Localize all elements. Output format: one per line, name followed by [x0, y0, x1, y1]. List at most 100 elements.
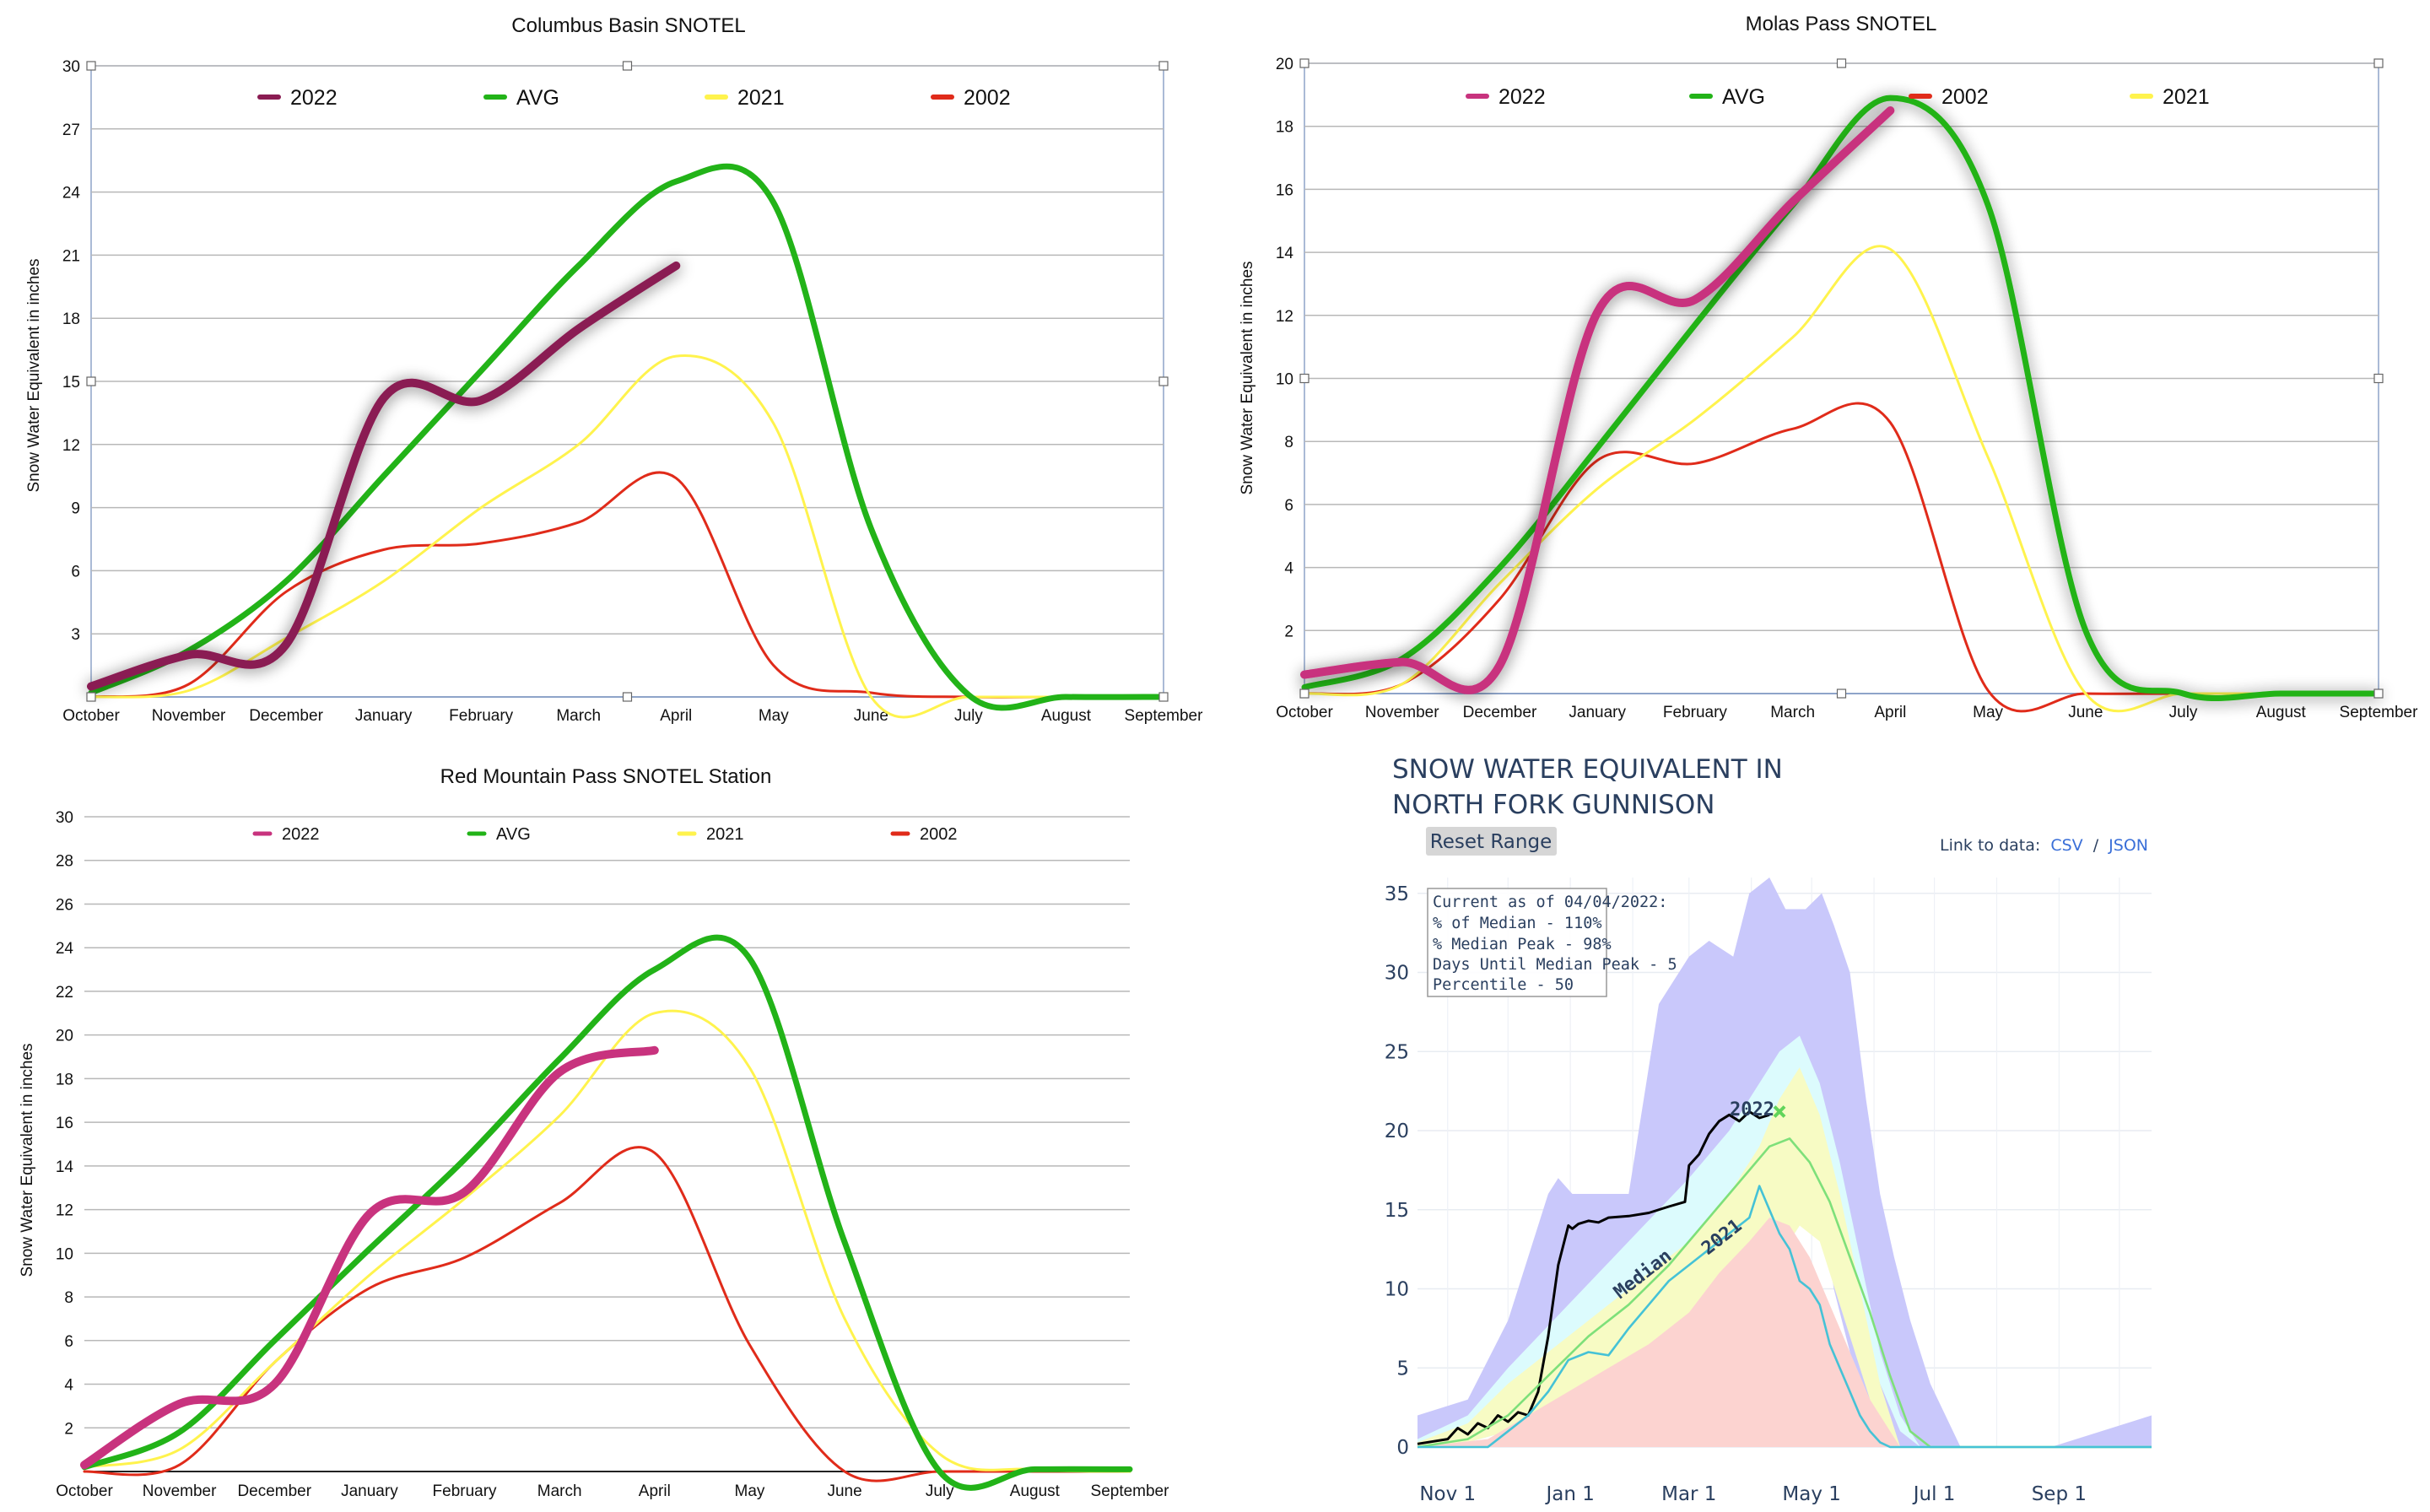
- resize-handle[interactable]: [2373, 688, 2384, 699]
- x-tick-label: September: [1091, 1482, 1170, 1500]
- y-tick-label: 30: [56, 809, 73, 827]
- y-axis-label: Snow Water Equivalent in inches: [19, 1043, 36, 1277]
- median-peak-marker: [1773, 1105, 1786, 1118]
- legend-label: 2022: [282, 825, 320, 844]
- resize-handle[interactable]: [1299, 373, 1310, 384]
- resize-handle[interactable]: [1158, 692, 1169, 702]
- link-separator: /: [2093, 836, 2099, 855]
- band-30-min: [1418, 1218, 1901, 1447]
- legend-label: 2021: [2163, 85, 2210, 109]
- red-mountain-pass-chart: Red Mountain Pass SNOTEL Station Snow Wa…: [19, 765, 1169, 1500]
- y-tick-label: 2: [1284, 623, 1293, 640]
- x-tick-label: September: [1125, 707, 1204, 725]
- y-tick-label: 16: [1276, 181, 1293, 199]
- x-tick-label: August: [1041, 707, 1092, 725]
- resize-handle[interactable]: [622, 61, 633, 71]
- y-tick-label: 6: [71, 563, 80, 580]
- y-tick-label: 24: [62, 185, 81, 202]
- x-tick-label: December: [237, 1482, 311, 1500]
- y-axis-label: Snow Water Equivalent in inches: [25, 258, 43, 492]
- x-tick-label: February: [433, 1482, 498, 1500]
- y-tick-label: 21: [62, 247, 80, 265]
- y-tick-labels: 0 5 10 15 20 25 30 35: [1385, 883, 1409, 1459]
- x-tick-label: October: [1276, 704, 1333, 721]
- x-tick-labels: October November December January February Ma…: [56, 1482, 1169, 1500]
- y-tick-label: 5: [1396, 1358, 1409, 1380]
- y-tick-label: 12: [56, 1202, 73, 1220]
- y-tick-label: 15: [1385, 1200, 1409, 1222]
- selection-handles[interactable]: [86, 61, 1169, 702]
- json-link[interactable]: JSON: [2108, 836, 2148, 855]
- series-line-avg: [88, 163, 1167, 711]
- x-tick-label: July: [926, 1482, 954, 1500]
- y-tick-label: 4: [64, 1377, 73, 1395]
- y-tick-label: 10: [1385, 1279, 1409, 1301]
- resize-handle[interactable]: [86, 376, 96, 386]
- series-line-2021: [1303, 245, 2380, 713]
- legend-label: AVG: [1722, 85, 1765, 109]
- info-line-2: % of Median - 110%: [1433, 915, 1601, 932]
- chart-title-line-2: NORTH FORK GUNNISON: [1392, 790, 1714, 820]
- x-tick-label: May: [735, 1482, 765, 1500]
- y-tick-label: 10: [56, 1245, 73, 1263]
- resize-handle[interactable]: [2373, 373, 2384, 384]
- resize-handle[interactable]: [86, 61, 96, 71]
- resize-handle[interactable]: [1836, 688, 1847, 699]
- reset-range-button-bg[interactable]: [1426, 827, 1557, 856]
- series-line-2002: [83, 1146, 1131, 1482]
- resize-handle[interactable]: [622, 692, 633, 702]
- y-tick-label: 18: [62, 310, 80, 328]
- x-tick-label: April: [1874, 704, 1906, 721]
- info-line-5: Percentile - 50: [1433, 976, 1574, 994]
- x-tick-label: June: [854, 707, 888, 725]
- x-tick-label: July: [954, 707, 983, 725]
- x-tick-label: August: [2256, 704, 2307, 721]
- y-tick-label: 8: [1284, 434, 1293, 451]
- resize-handle[interactable]: [1158, 61, 1169, 71]
- y-tick-label: 14: [1276, 245, 1294, 262]
- x-tick-label: Sep 1: [2032, 1483, 2087, 1505]
- x-tick-label: April: [639, 1482, 671, 1500]
- y-tick-label: 4: [1284, 560, 1293, 578]
- x-tick-label: December: [1463, 704, 1537, 721]
- x-tick-label: October: [62, 707, 120, 725]
- chart-title: Columbus Basin SNOTEL: [511, 14, 745, 37]
- legend: 2022 AVG 2021 2002: [257, 86, 1011, 110]
- resize-handle[interactable]: [1299, 688, 1310, 699]
- y-tick-label: 6: [1284, 497, 1293, 515]
- y-tick-label: 3: [71, 626, 80, 644]
- series-lines: [1417, 1105, 2152, 1449]
- x-tick-label: January: [355, 707, 413, 725]
- x-tick-label: Nov 1: [1419, 1483, 1476, 1505]
- series-line-2002: [1303, 402, 2380, 713]
- resize-handle[interactable]: [86, 692, 96, 702]
- resize-handle[interactable]: [1158, 376, 1169, 386]
- x-tick-label: Jan 1: [1544, 1483, 1594, 1505]
- label-2022: 2022: [1730, 1099, 1774, 1120]
- x-tick-label: Jul 1: [1912, 1483, 1956, 1505]
- y-tick-label: 16: [56, 1115, 73, 1132]
- resize-handle[interactable]: [1836, 58, 1847, 68]
- y-tick-label: 26: [56, 896, 73, 914]
- y-tick-label: 35: [1385, 883, 1409, 905]
- y-tick-label: 6: [64, 1333, 73, 1351]
- north-fork-gunnison-chart: SNOW WATER EQUIVALENT IN NORTH FORK GUNN…: [1385, 754, 2152, 1505]
- csv-link[interactable]: CSV: [2050, 836, 2082, 855]
- resize-handle[interactable]: [1299, 58, 1310, 68]
- reset-range-button[interactable]: Reset Range: [1426, 827, 1557, 856]
- reset-range-label[interactable]: Reset Range: [1430, 831, 1552, 853]
- grid: [90, 65, 1164, 698]
- chart-title: Molas Pass SNOTEL: [1746, 13, 1937, 35]
- y-tick-label: 30: [62, 58, 80, 76]
- selection-handles[interactable]: [1299, 58, 2384, 699]
- series-lines: [87, 163, 1167, 719]
- legend-label: 2002: [920, 825, 958, 844]
- resize-handle[interactable]: [2373, 58, 2384, 68]
- x-tick-label: May: [1973, 704, 2003, 721]
- y-tick-labels: 3 6 9 12 15 18 21 24 27 30: [62, 58, 81, 644]
- y-tick-label: 22: [56, 984, 73, 1002]
- info-box-frame: [1427, 888, 1607, 997]
- x-tick-labels: Nov 1 Jan 1 Mar 1 May 1 Jul 1 Sep 1: [1419, 1483, 2087, 1505]
